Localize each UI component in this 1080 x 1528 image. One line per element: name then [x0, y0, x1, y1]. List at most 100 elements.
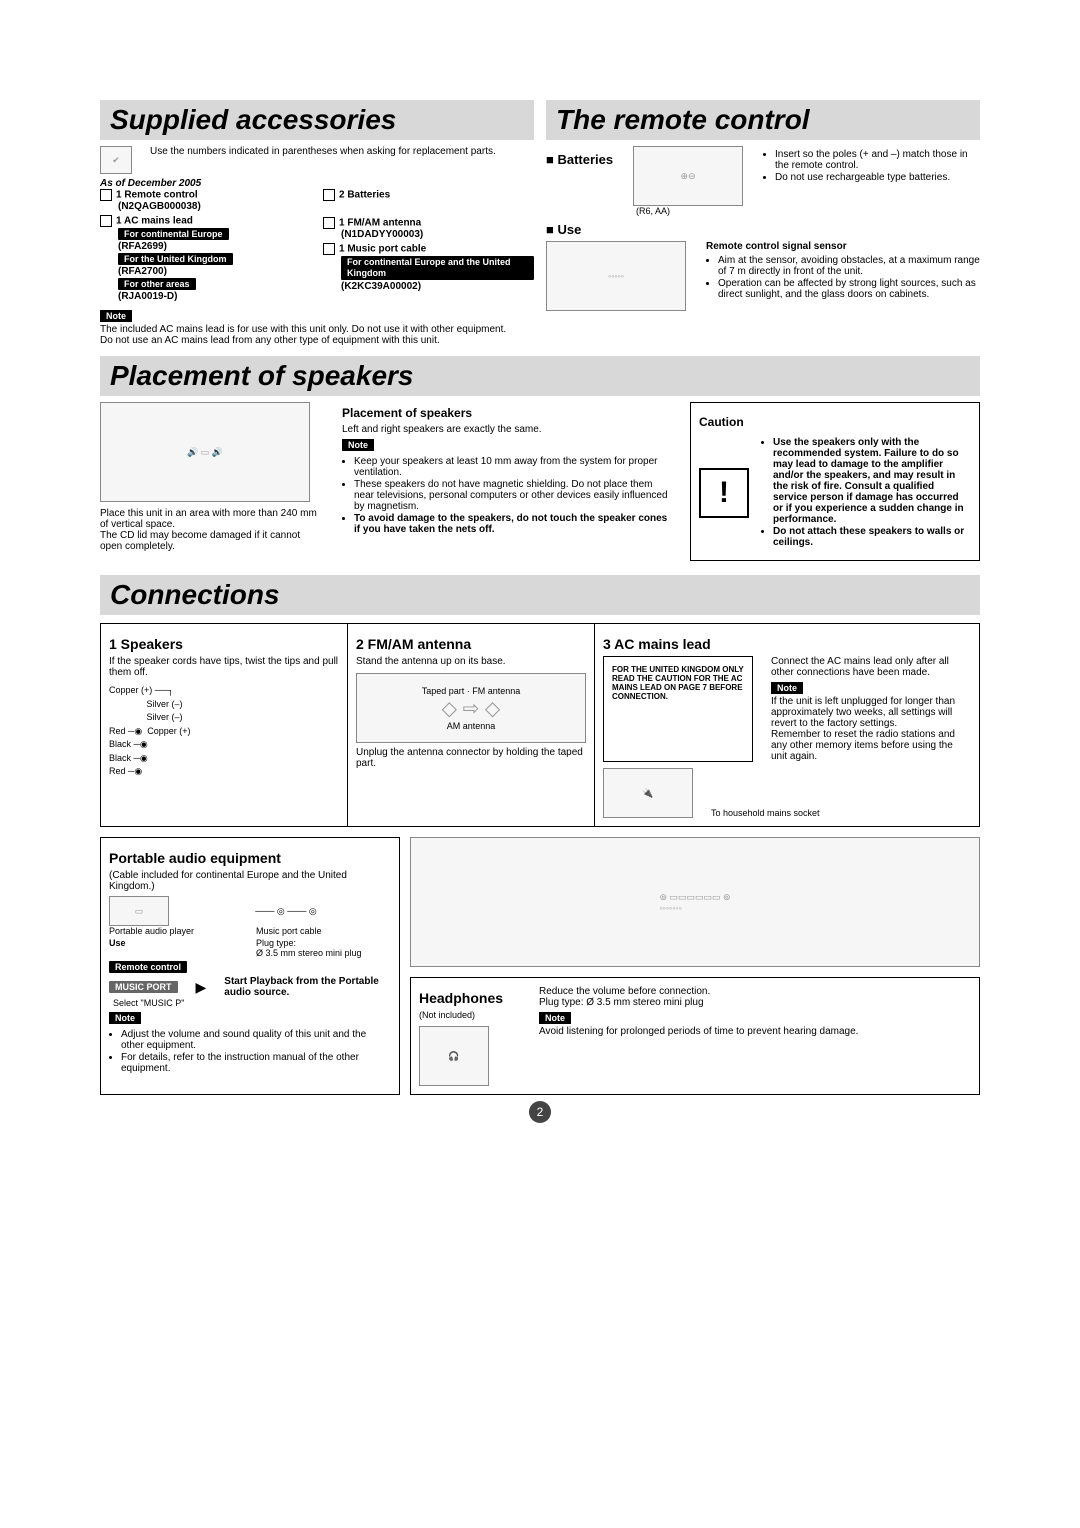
unit-rear-column: ⊚ ▭▭▭▭▭▭ ⊚◦◦◦◦◦◦◦ Headphones (Not includ…	[410, 837, 980, 1095]
headphones-box: Headphones (Not included) 🎧 Reduce the v…	[410, 977, 980, 1095]
start-playback: Start Playback from the Portable audio s…	[224, 976, 391, 998]
region-chip: For continental Europe and the United Ki…	[341, 256, 534, 280]
cable-code: (K2KC39A00002)	[341, 281, 421, 292]
supplied-intro: Use the numbers indicated in parentheses…	[144, 146, 534, 174]
mains-eu-code: (RFA2699)	[118, 241, 167, 252]
rc-chip: Remote control	[109, 961, 187, 973]
antenna-unplug: Unplug the antenna connector by holding …	[356, 747, 586, 769]
mains-uk-code: (RFA2700)	[118, 266, 167, 277]
note-chip: Note	[109, 1012, 141, 1024]
player-illustration: ▭	[109, 896, 169, 926]
unit-front-illustration: ◦◦◦◦◦	[546, 241, 686, 311]
batteries-head: Batteries	[546, 152, 621, 167]
batt-bullet: Do not use rechargeable type batteries.	[775, 172, 980, 183]
portable-audio-box: Portable audio equipment (Cable included…	[100, 837, 400, 1095]
mains-head: 3 AC mains lead	[603, 636, 971, 652]
remote-control-title: The remote control	[546, 100, 980, 140]
item-remote: 1 Remote control	[116, 190, 198, 201]
portable-use-head: Use	[109, 938, 126, 948]
mains-conn-box: 3 AC mains lead FOR THE UNITED KINGDOM O…	[594, 623, 980, 827]
portable-txt: (Cable included for continental Europe a…	[109, 870, 391, 892]
battery-caption: (R6, AA)	[636, 206, 980, 216]
note-chip: Note	[342, 439, 374, 451]
batt-bullet: Insert so the poles (+ and –) match thos…	[775, 149, 980, 171]
page-number: 2	[529, 1101, 551, 1123]
speakers-txt: If the speaker cords have tips, twist th…	[109, 656, 339, 678]
battery-compartment-illustration: ⊕⊖	[633, 146, 743, 206]
antenna-illustration: Taped part · FM antenna ◇ ⇨ ◇ AM antenna	[356, 673, 586, 743]
portable-bullet: For details, refer to the instruction ma…	[121, 1052, 391, 1074]
connections-title: Connections	[100, 575, 980, 615]
portable-head: Portable audio equipment	[109, 850, 391, 866]
item-cable: 1 Music port cable	[339, 244, 426, 255]
supplied-accessories-title: Supplied accessories	[100, 100, 534, 140]
region-chip: For continental Europe	[118, 228, 229, 240]
socket-label: To household mains socket	[705, 808, 820, 818]
note-chip: Note	[539, 1012, 571, 1024]
asof-date: As of December 2005	[100, 178, 534, 189]
placement-left-txt2: The CD lid may become damaged if it cann…	[100, 530, 320, 552]
portable-bullet: Adjust the volume and sound quality of t…	[121, 1029, 391, 1051]
antenna-txt: Stand the antenna up on its base.	[356, 656, 586, 667]
hp-txt1: Reduce the volume before connection.	[539, 986, 971, 997]
item-mains: 1 AC mains lead	[116, 216, 193, 227]
supplied-note1: The included AC mains lead is for use wi…	[100, 324, 534, 335]
note-chip: Note	[771, 682, 803, 694]
caution-head: Caution	[699, 415, 971, 429]
speaker-wire-diagram: Copper (+) ──┐ Silver (–) Silver (–) Red…	[109, 684, 339, 779]
unit-rear-illustration: ⊚ ▭▭▭▭▭▭ ⊚◦◦◦◦◦◦◦	[410, 837, 980, 967]
placement-mid-title: Placement of speakers	[342, 406, 668, 420]
placement-bullet: These speakers do not have magnetic shie…	[354, 479, 668, 512]
placement-left: 🔊 ▭ 🔊 Place this unit in an area with mo…	[100, 402, 320, 561]
antenna-head: 2 FM/AM antenna	[356, 636, 586, 652]
check-icon: ✔	[100, 146, 132, 174]
player-label: Portable audio player	[109, 926, 244, 936]
item-antenna: 1 FM/AM antenna	[339, 218, 421, 229]
note-chip: Note	[100, 310, 132, 322]
caution-bullet: Do not attach these speakers to walls or…	[773, 526, 971, 548]
mains-note-txt: If the unit is left unplugged for longer…	[771, 696, 971, 762]
placement-bullet: Keep your speakers at least 10 mm away f…	[354, 456, 668, 478]
sensor-head: Remote control signal sensor	[706, 241, 980, 252]
mains-other-code: (RJA0019-D)	[118, 291, 177, 302]
use-head: Use	[546, 222, 980, 237]
item-antenna-code: (N1DADYY00003)	[341, 229, 423, 240]
speakers-head: 1 Speakers	[109, 636, 339, 652]
headphones-illustration: 🎧	[419, 1026, 489, 1086]
checkbox-icon	[323, 243, 335, 255]
item-batteries: 2 Batteries	[339, 190, 390, 201]
warning-icon: !	[699, 468, 749, 518]
placement-mid-intro: Left and right speakers are exactly the …	[342, 424, 668, 435]
cable-label: Music port cable	[256, 926, 391, 936]
placement-mid: Placement of speakers Left and right spe…	[332, 402, 678, 561]
mains-txt: Connect the AC mains lead only after all…	[771, 656, 971, 678]
checkbox-icon	[100, 215, 112, 227]
use-bullet: Operation can be affected by strong ligh…	[718, 278, 980, 300]
caution-box: Caution ! Use the speakers only with the…	[690, 402, 980, 561]
supplied-accessories-section: ✔ Use the numbers indicated in parenthes…	[100, 146, 534, 346]
caution-bullet: Use the speakers only with the recommend…	[773, 437, 971, 525]
play-icon: ▶	[190, 979, 213, 996]
region-chip: For the United Kingdom	[118, 253, 233, 265]
antenna-conn-box: 2 FM/AM antenna Stand the antenna up on …	[347, 623, 594, 827]
region-chip: For other areas	[118, 278, 196, 290]
item-remote-code: (N2QAGB000038)	[118, 201, 201, 212]
placement-bullet: To avoid damage to the speakers, do not …	[354, 513, 668, 535]
manual-page: Supplied accessories The remote control …	[0, 0, 1080, 1528]
checkbox-icon	[323, 189, 335, 201]
placement-title: Placement of speakers	[100, 356, 980, 396]
hp-txt2: Plug type: Ø 3.5 mm stereo mini plug	[539, 997, 971, 1008]
remote-control-section: Batteries ⊕⊖ Insert so the poles (+ and …	[546, 146, 980, 346]
hp-note: Avoid listening for prolonged periods of…	[539, 1026, 971, 1037]
speaker-system-illustration: 🔊 ▭ 🔊	[100, 402, 310, 502]
supplied-note2: Do not use an AC mains lead from any oth…	[100, 335, 534, 346]
plug-illustration: 🔌	[603, 768, 693, 818]
uk-caution-box: FOR THE UNITED KINGDOM ONLY READ THE CAU…	[603, 656, 753, 762]
speakers-conn-box: 1 Speakers If the speaker cords have tip…	[100, 623, 347, 827]
checkbox-icon	[323, 217, 335, 229]
select-music-p: Select "MUSIC P"	[113, 998, 391, 1008]
music-port-chip: MUSIC PORT	[109, 981, 178, 993]
not-included: (Not included)	[419, 1010, 519, 1020]
use-bullet: Aim at the sensor, avoiding obstacles, a…	[718, 255, 980, 277]
placement-left-txt1: Place this unit in an area with more tha…	[100, 508, 320, 530]
